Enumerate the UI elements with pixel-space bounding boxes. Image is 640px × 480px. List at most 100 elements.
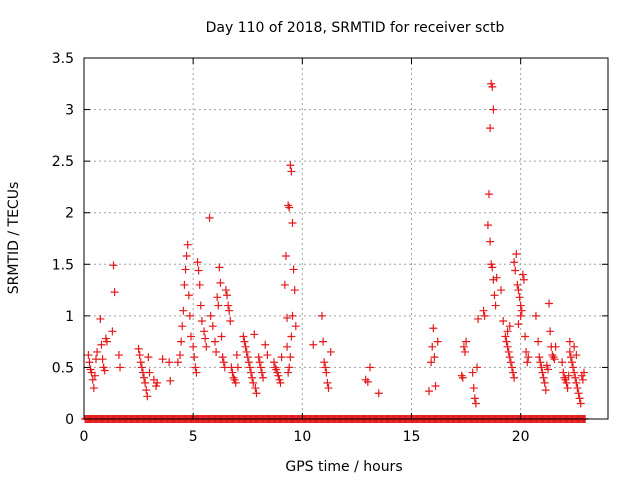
data-point (558, 358, 567, 367)
data-point (490, 291, 499, 300)
data-point (137, 363, 146, 372)
data-point (247, 368, 256, 377)
data-point (491, 301, 500, 310)
x-tick-label: 15 (403, 429, 421, 445)
data-point (239, 332, 248, 341)
data-point (108, 327, 117, 336)
data-point (317, 311, 326, 320)
data-point (110, 288, 119, 297)
data-point (514, 320, 523, 329)
data-point (513, 280, 522, 289)
data-point (288, 311, 297, 320)
data-point (499, 317, 508, 326)
data-point (549, 353, 558, 362)
data-point (574, 389, 583, 398)
data-point (229, 373, 238, 382)
data-point (510, 258, 519, 267)
data-point (180, 280, 189, 289)
data-point (485, 190, 494, 199)
data-point (516, 301, 525, 310)
data-point (173, 358, 182, 367)
data-point (374, 389, 383, 398)
data-point (221, 286, 230, 295)
data-point (531, 311, 540, 320)
data-point (286, 353, 295, 362)
y-tick-label: 0.5 (52, 360, 74, 376)
data-point (361, 375, 370, 384)
data-point (228, 368, 237, 377)
data-point (283, 342, 292, 351)
data-point (571, 373, 580, 382)
x-tick-label: 5 (189, 429, 198, 445)
data-point (578, 375, 587, 384)
data-point (181, 265, 190, 274)
data-point (429, 324, 438, 333)
data-point (143, 392, 152, 401)
data-point (205, 213, 214, 222)
data-point (213, 293, 222, 302)
data-point (459, 342, 468, 351)
data-point (502, 337, 511, 346)
data-point (572, 378, 581, 387)
data-point (427, 358, 436, 367)
data-point (288, 219, 297, 228)
data-point (431, 381, 440, 390)
data-point (524, 353, 533, 362)
data-point (284, 368, 293, 377)
data-point (245, 363, 254, 372)
data-point (232, 351, 241, 360)
data-point (197, 317, 206, 326)
data-point (471, 399, 480, 408)
data-point (114, 351, 123, 360)
data-point (84, 351, 93, 360)
data-point (285, 203, 294, 212)
data-point (542, 361, 551, 370)
data-point (287, 332, 296, 341)
data-point (579, 368, 588, 377)
data-point (200, 327, 209, 336)
data-point (256, 363, 265, 372)
data-point (263, 351, 272, 360)
data-point (572, 351, 581, 360)
data-point (534, 337, 543, 346)
data-point (240, 337, 249, 346)
data-point (165, 358, 174, 367)
data-point (468, 368, 477, 377)
data-point (321, 363, 330, 372)
data-point (560, 373, 569, 382)
data-point (536, 358, 545, 367)
data-point (248, 373, 257, 382)
data-point (480, 311, 489, 320)
data-point (433, 337, 442, 346)
data-point (514, 286, 523, 295)
data-point (326, 347, 335, 356)
data-point (517, 306, 526, 315)
data-point (507, 363, 516, 372)
data-point (216, 278, 225, 287)
data-point (319, 337, 328, 346)
grid-lines (84, 58, 608, 419)
x-tick-label: 0 (80, 429, 89, 445)
data-point (309, 340, 318, 349)
data-point (545, 299, 554, 308)
data-point (576, 399, 585, 408)
data-point (145, 368, 154, 377)
data-point (244, 358, 253, 367)
data-point (189, 342, 198, 351)
y-tick-label: 1.5 (52, 257, 74, 273)
data-point (116, 363, 125, 372)
data-point (570, 342, 579, 351)
data-point (274, 371, 283, 380)
data-point (505, 353, 514, 362)
data-point (233, 363, 242, 372)
data-point (201, 334, 210, 343)
data-point (286, 161, 295, 170)
data-point (269, 358, 278, 367)
data-point (424, 387, 433, 396)
data-point (323, 378, 332, 387)
data-point (540, 378, 549, 387)
data-point (250, 330, 259, 339)
data-point (142, 386, 151, 395)
data-point (280, 280, 289, 289)
